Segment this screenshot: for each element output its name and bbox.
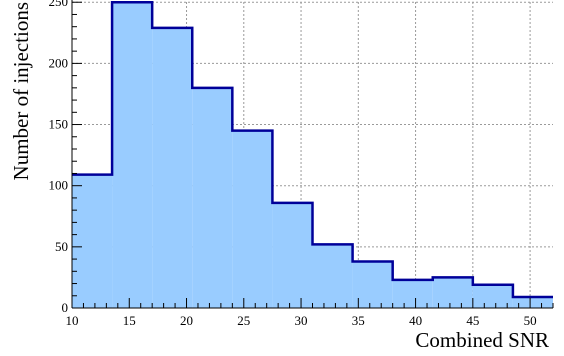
histogram-bar [112,2,153,308]
y-tick-label: 200 [49,55,69,70]
histogram-bar [392,279,433,308]
tick-labels: 10 15 20 25 30 35 40 45 50 0 50 100 150 200 250 [49,0,537,328]
x-tick-label: 40 [409,313,422,328]
histogram-bars [72,0,553,309]
y-tick-label: 250 [49,0,69,9]
x-tick-label: 10 [66,313,79,328]
histogram-bar [352,261,393,308]
y-tick-label: 150 [49,117,69,132]
x-tick-label: 50 [524,313,537,328]
y-tick-label: 0 [62,300,69,315]
histogram-bar [312,244,353,308]
histogram-bar [432,277,473,308]
histogram-bar [152,27,193,309]
histogram-bar [192,87,233,308]
histogram-bar [272,202,313,308]
histogram-bar [512,296,553,308]
x-tick-label: 25 [237,313,250,328]
x-tick-label: 30 [295,313,308,328]
y-axis-title: Number of injections [9,2,33,180]
histogram-bar [232,130,273,308]
histogram-bar [472,284,513,308]
x-tick-label: 15 [123,313,136,328]
tick-marks [71,1,554,309]
x-tick-label: 45 [466,313,479,328]
histogram-outline [72,0,553,299]
histogram-bar [72,174,113,308]
x-axis-title: Combined SNR [415,328,549,352]
y-tick-label: 50 [55,239,68,254]
x-tick-label: 20 [180,313,193,328]
x-tick-label: 35 [352,313,365,328]
y-tick-label: 100 [49,178,69,193]
